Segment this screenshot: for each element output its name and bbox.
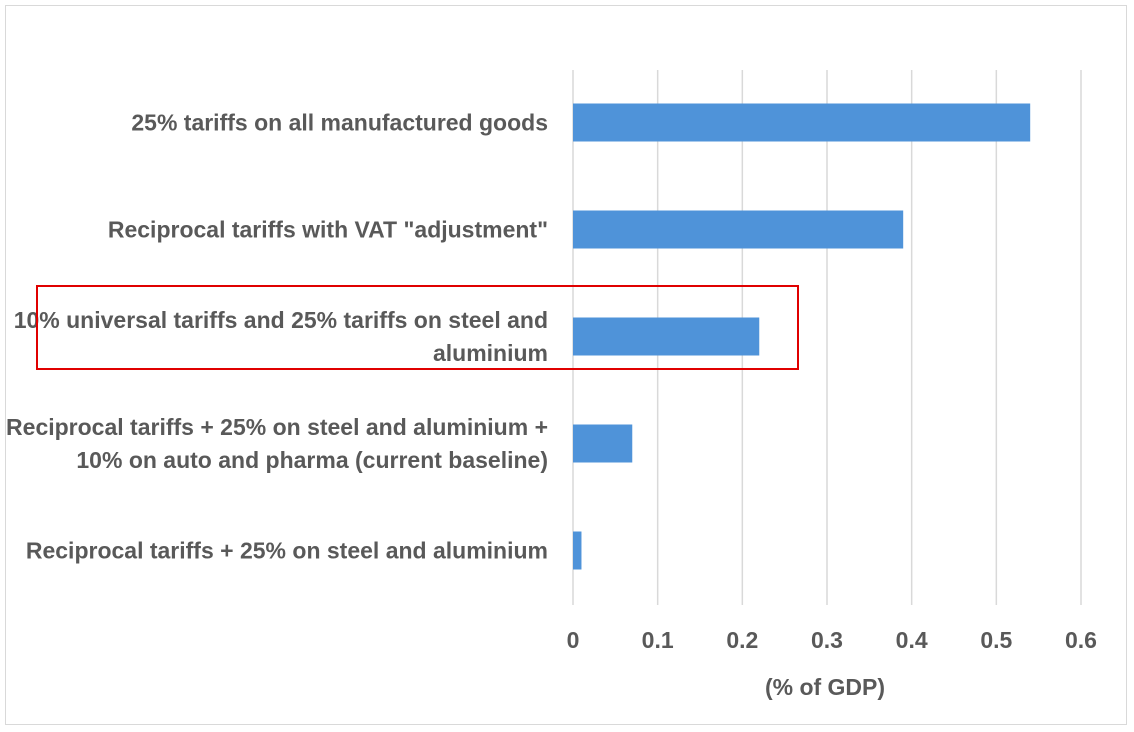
bar-4 <box>573 531 582 570</box>
x-tick-label: 0.5 <box>980 627 1012 653</box>
bar-0 <box>573 103 1031 142</box>
x-tick-label: 0.4 <box>896 627 928 653</box>
bar-2 <box>573 317 760 356</box>
x-tick-label: 0.6 <box>1065 627 1097 653</box>
category-label-0: 25% tariffs on all manufactured goods <box>131 109 548 135</box>
bar-3 <box>573 424 633 463</box>
highlight-box <box>36 285 799 370</box>
x-tick-label: 0.1 <box>642 627 674 653</box>
category-label-2: 10% universal tariffs and 25% tariffs on… <box>13 306 548 366</box>
x-tick-label: 0 <box>567 627 580 653</box>
category-label-4: Reciprocal tariffs + 25% on steel and al… <box>25 537 548 563</box>
category-label-1: Reciprocal tariffs with VAT "adjustment" <box>107 216 548 242</box>
bar-1 <box>573 210 904 249</box>
x-axis-title: (% of GDP) <box>764 674 886 700</box>
x-tick-label: 0.2 <box>726 627 758 653</box>
x-tick-label: 0.3 <box>811 627 843 653</box>
category-label-3: Reciprocal tariffs + 25% on steel and al… <box>6 413 548 473</box>
